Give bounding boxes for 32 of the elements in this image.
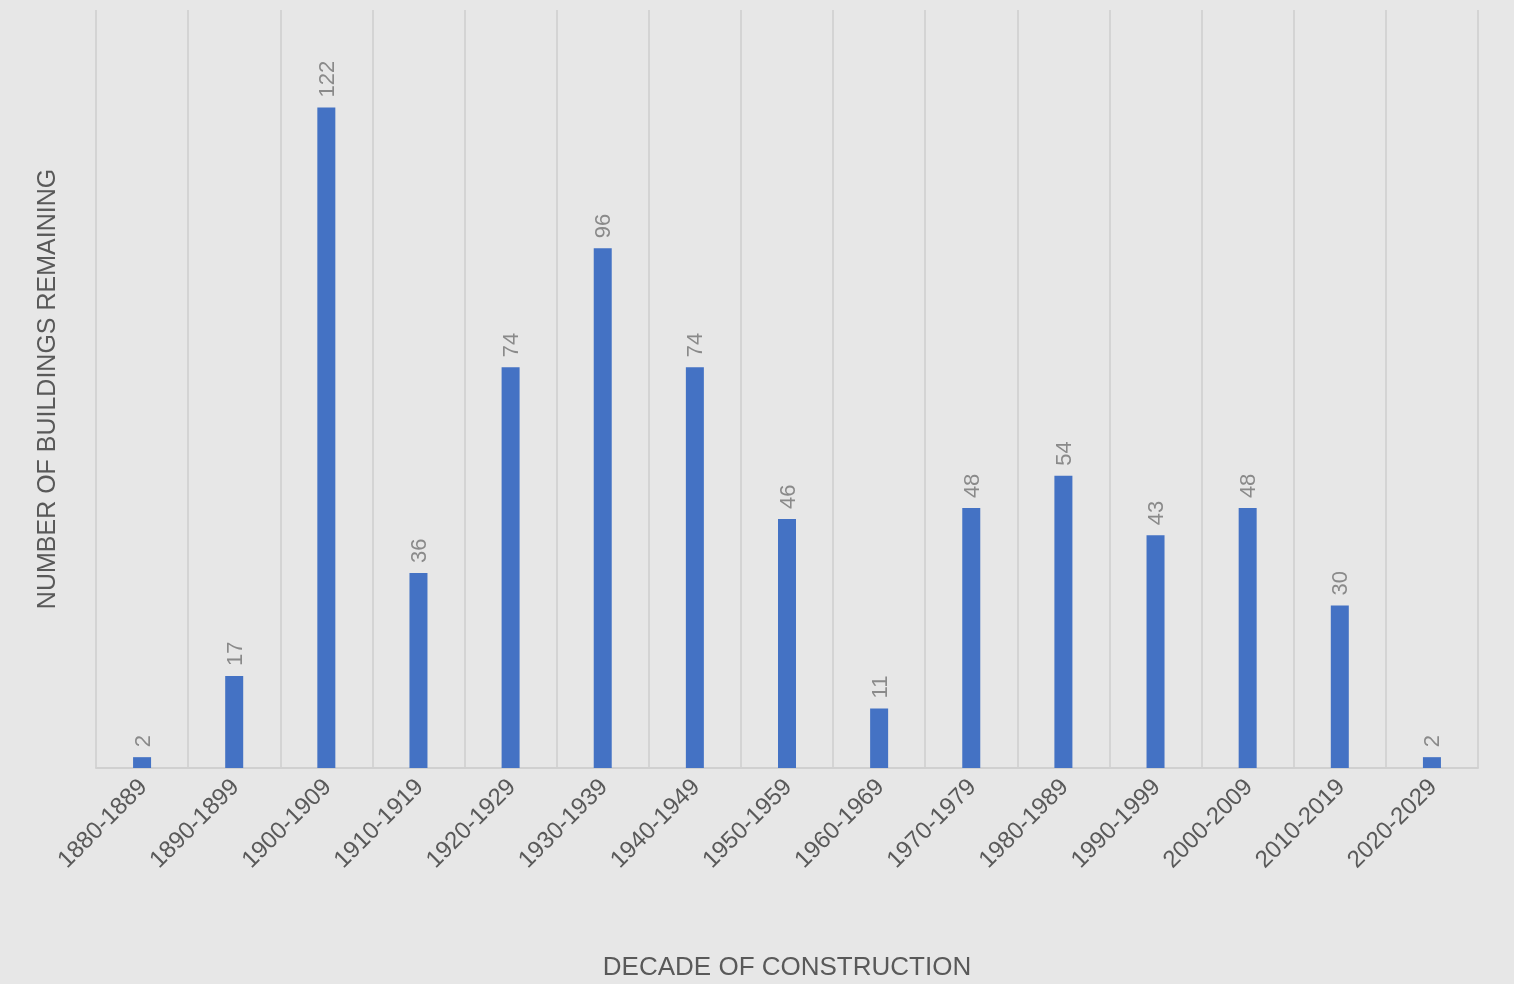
bar bbox=[962, 508, 981, 768]
data-label: 74 bbox=[682, 332, 708, 358]
y-axis-title: NUMBER OF BUILDINGS REMAINING bbox=[31, 168, 60, 610]
data-label: 48 bbox=[1235, 473, 1261, 499]
bar bbox=[1330, 605, 1349, 768]
data-label: 122 bbox=[313, 60, 339, 98]
x-axis-title: DECADE OF CONSTRUCTION bbox=[602, 951, 972, 981]
bar bbox=[593, 248, 612, 768]
data-label: 2 bbox=[129, 734, 155, 748]
data-label: 43 bbox=[1143, 500, 1169, 526]
bar bbox=[501, 367, 520, 768]
data-label: 48 bbox=[958, 473, 984, 499]
data-label: 96 bbox=[590, 213, 616, 239]
bar bbox=[317, 107, 336, 768]
bar bbox=[133, 757, 152, 768]
data-label: 11 bbox=[866, 675, 892, 699]
data-label: 17 bbox=[221, 641, 247, 666]
bar bbox=[778, 518, 796, 768]
data-label: 46 bbox=[774, 484, 800, 509]
bar bbox=[870, 708, 889, 768]
bar bbox=[1146, 535, 1165, 768]
bar bbox=[225, 675, 244, 768]
data-label: 30 bbox=[1327, 571, 1353, 596]
data-label: 74 bbox=[498, 332, 524, 358]
data-label: 2 bbox=[1419, 734, 1445, 748]
bar bbox=[1238, 508, 1257, 768]
bar bbox=[409, 573, 428, 768]
data-label: 54 bbox=[1050, 441, 1076, 466]
bar bbox=[1422, 757, 1441, 768]
bar bbox=[1054, 475, 1073, 768]
data-label: 36 bbox=[405, 538, 431, 564]
bar bbox=[685, 367, 704, 768]
